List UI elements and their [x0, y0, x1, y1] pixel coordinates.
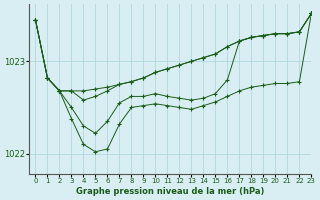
- X-axis label: Graphe pression niveau de la mer (hPa): Graphe pression niveau de la mer (hPa): [76, 187, 265, 196]
